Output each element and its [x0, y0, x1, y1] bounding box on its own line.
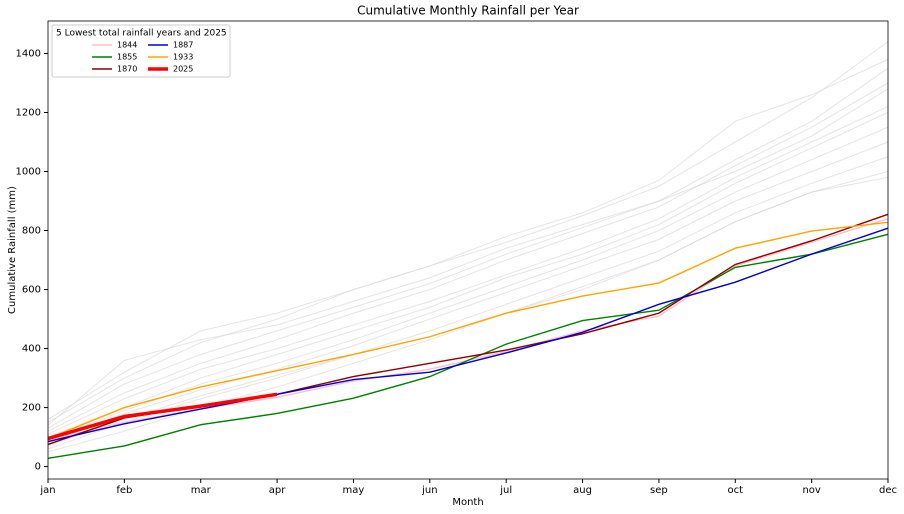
background-line [47, 156, 889, 450]
y-tick-label: 1000 [16, 167, 41, 178]
y-tick-label: 800 [22, 226, 41, 237]
y-tick-label: 400 [22, 344, 41, 355]
legend-title: 5 Lowest total rainfall years and 2025 [56, 29, 227, 39]
y-axis-label: Cumulative Rainfall (mm) [7, 186, 18, 314]
y-tick-label: 200 [22, 403, 41, 414]
plot-frame [47, 20, 889, 480]
x-tick-label: apr [269, 485, 286, 496]
background-line [47, 82, 889, 432]
x-tick-label: jan [39, 485, 55, 496]
x-tick-label: nov [802, 485, 820, 496]
series-line [47, 392, 278, 441]
series-line [47, 221, 889, 440]
x-tick-label: jul [499, 485, 512, 496]
x-axis-label: Month [452, 497, 483, 508]
y-tick-label: 1200 [16, 107, 41, 118]
chart-title: Cumulative Monthly Rainfall per Year [357, 4, 579, 18]
legend-box [51, 24, 231, 78]
x-tick-label: feb [116, 485, 132, 496]
legend-label: 2025 [173, 65, 193, 74]
x-tick-label: mar [191, 485, 212, 496]
legend-label: 1933 [173, 53, 193, 62]
legend: 5 Lowest total rainfall years and 2025 18… [51, 24, 231, 78]
y-tick-label: 0 [35, 462, 41, 473]
x-tick-label: jun [421, 485, 437, 496]
y-tick-label: 1400 [16, 48, 41, 59]
series-line [47, 227, 889, 443]
y-tick-label: 600 [22, 285, 41, 296]
legend-label: 1855 [117, 53, 137, 62]
x-tick-label: aug [573, 485, 592, 496]
x-tick-label: oct [727, 485, 743, 496]
x-tick-label: sep [650, 485, 668, 496]
background-line [47, 67, 889, 429]
legend-label: 1844 [117, 41, 137, 50]
legend-label: 1887 [173, 41, 193, 50]
background-line [47, 171, 889, 447]
background-line [47, 126, 889, 441]
background-line [47, 88, 889, 426]
background-line [47, 58, 889, 420]
background-line [47, 106, 889, 435]
background-line [47, 112, 889, 438]
legend-label: 1870 [117, 65, 137, 74]
x-tick-label: may [343, 485, 365, 496]
background-line [47, 141, 889, 444]
x-tick-label: dec [879, 485, 897, 496]
background-line [47, 41, 889, 423]
series-line [47, 233, 889, 460]
